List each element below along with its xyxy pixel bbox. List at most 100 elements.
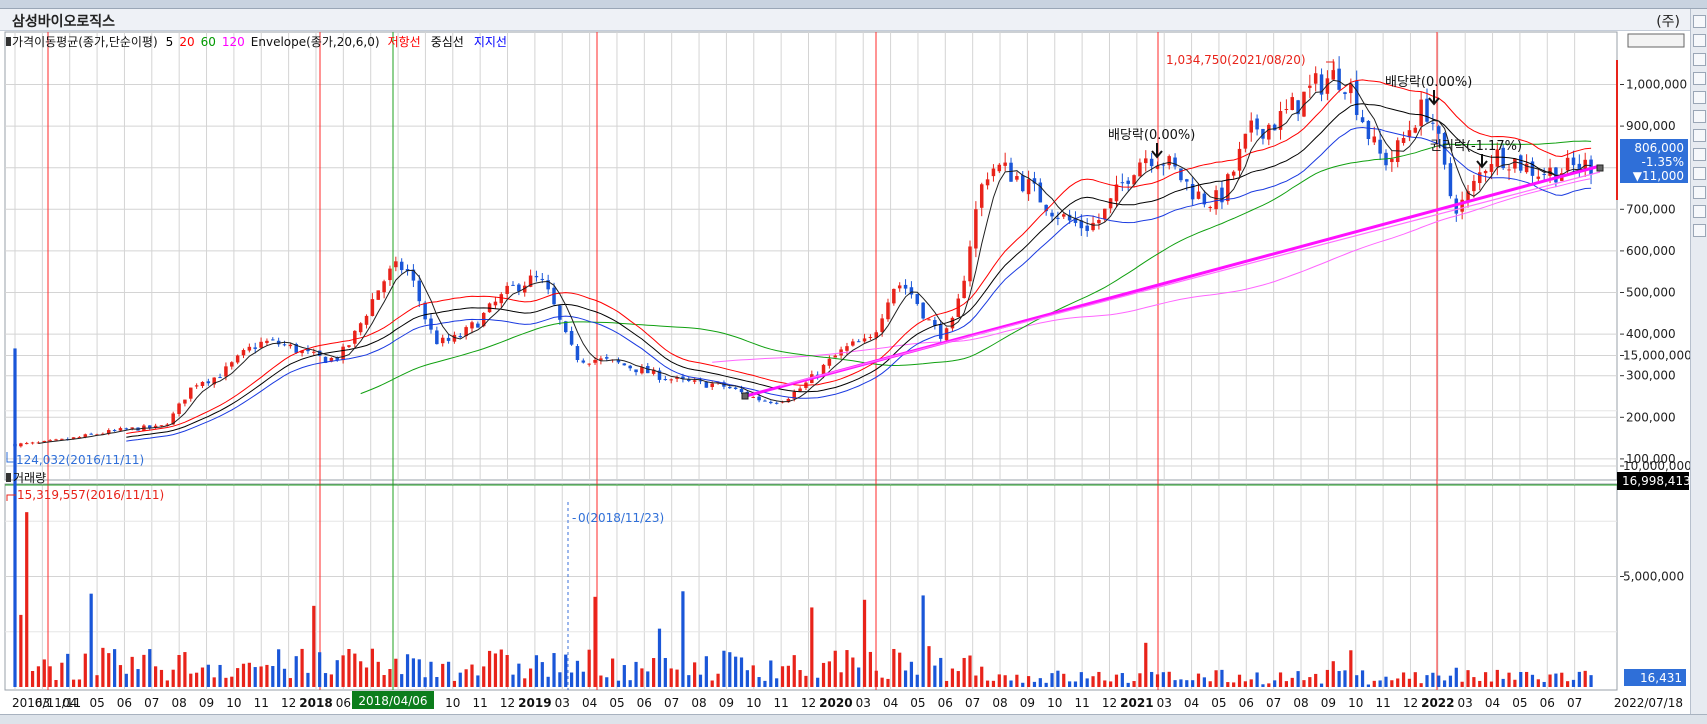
volume-bar [1419, 683, 1423, 687]
volume-bar [792, 655, 796, 687]
candle-body [616, 359, 621, 363]
current-change: ▼11,000 [1633, 169, 1684, 183]
candle-body [77, 436, 82, 438]
candle-body [903, 284, 908, 289]
volume-bar [107, 653, 111, 687]
volume-bar [1120, 673, 1124, 687]
candle-body [1489, 164, 1494, 172]
volume-bar [493, 653, 498, 687]
volume-bar [798, 670, 802, 687]
candle-body [417, 280, 422, 302]
volume-bar [739, 657, 744, 687]
volume-bar [534, 655, 539, 687]
volume-bar [224, 677, 228, 687]
x-axis-label: 04 [1184, 696, 1199, 710]
envelope-line-label: 중심선 [431, 35, 464, 49]
price-axis-label: 900,000 [1626, 119, 1676, 133]
price-axis-label: 1,000,000 [1626, 78, 1687, 92]
candle-body [464, 327, 468, 337]
price-axis-label: 100,000 [1626, 452, 1676, 466]
candle-body [235, 355, 240, 363]
x-axis-label: 2019 [518, 696, 551, 710]
volume-bar [575, 660, 580, 687]
volume-bar [1302, 680, 1306, 687]
stock-chart[interactable]: 1,000,000900,000800,000700,000600,000500… [0, 0, 1690, 714]
tool-rectangle-icon[interactable] [1693, 167, 1706, 180]
volume-bar [218, 664, 222, 687]
tool-fibonacci-icon[interactable] [1693, 129, 1706, 142]
tool-horizontal-line-icon[interactable] [1693, 53, 1706, 66]
candle-body [382, 281, 386, 293]
candle-body [833, 355, 838, 358]
candle-body [675, 377, 679, 379]
bottom-scrollbar[interactable] [0, 714, 1707, 724]
volume-legend-marker [6, 473, 11, 482]
tool-cursor-icon[interactable] [1693, 15, 1706, 28]
tool-vertical-line-icon[interactable] [1693, 72, 1706, 85]
candle-body [206, 381, 211, 384]
volume-bar [154, 666, 158, 687]
tool-trend-icon[interactable] [1693, 91, 1706, 104]
volume-bar [1583, 670, 1587, 687]
candle-body [300, 350, 304, 354]
tool-eraser-icon[interactable] [1693, 224, 1706, 237]
candle-body [757, 396, 761, 401]
volume-bar [271, 666, 275, 687]
volume-bar [1319, 683, 1324, 687]
axis-mode-buttons [1627, 33, 1685, 48]
candle-body [353, 330, 357, 344]
volume-bar [1132, 681, 1136, 687]
volume-bar [71, 679, 76, 687]
candle-body [1032, 178, 1037, 184]
candle-body [628, 365, 632, 369]
legend-marker [6, 37, 11, 46]
candle-body [517, 284, 521, 292]
candle-body [24, 443, 29, 445]
volume-bar [212, 677, 216, 687]
volume-bar [1290, 677, 1294, 687]
candle-body [1038, 182, 1043, 203]
volume-bar [552, 653, 556, 687]
tool-ellipse-icon[interactable] [1693, 186, 1706, 199]
tool-arrow-icon[interactable] [1693, 205, 1706, 218]
candle-body [552, 287, 556, 305]
volume-bar [517, 663, 521, 687]
envelope-resistance-line [126, 79, 1592, 434]
candle-body [985, 179, 990, 186]
candle-body [1272, 124, 1277, 131]
volume-bar [1185, 680, 1189, 687]
candle-body [1507, 169, 1511, 171]
x-axis-label: 04 [582, 696, 597, 710]
candle-body [1401, 137, 1406, 143]
volume-bar [839, 672, 843, 687]
candle-body [1220, 187, 1224, 203]
tool-channel-icon[interactable] [1693, 110, 1706, 123]
candle-body [189, 387, 193, 399]
volume-bar [704, 656, 708, 687]
candle-body [845, 346, 849, 351]
volume-bar [353, 653, 357, 687]
candle-body [1542, 173, 1546, 175]
candle-body [593, 359, 597, 363]
x-axis-label: 03 [856, 696, 871, 710]
x-axis-label: 05 [1211, 696, 1226, 710]
volume-bar [1243, 681, 1247, 687]
volume-bar [230, 676, 234, 687]
volume-bar [323, 673, 328, 687]
volume-bar [370, 648, 375, 687]
volume-bar [716, 673, 720, 687]
tool-line-icon[interactable] [1693, 34, 1706, 47]
candle-body [739, 388, 744, 393]
volume-bar [657, 628, 662, 687]
volume-bar [1021, 682, 1025, 687]
x-axis-label: 06 [336, 696, 351, 710]
volume-bar [880, 677, 884, 687]
x-axis-label: 09 [1020, 696, 1035, 710]
volume-bar [1097, 671, 1101, 687]
volume-bar [1208, 681, 1212, 687]
tool-text-icon[interactable] [1693, 148, 1706, 161]
candle-body [1419, 99, 1423, 126]
volume-bar [780, 666, 785, 687]
candle-body [30, 442, 35, 444]
volume-bar [1343, 670, 1347, 687]
